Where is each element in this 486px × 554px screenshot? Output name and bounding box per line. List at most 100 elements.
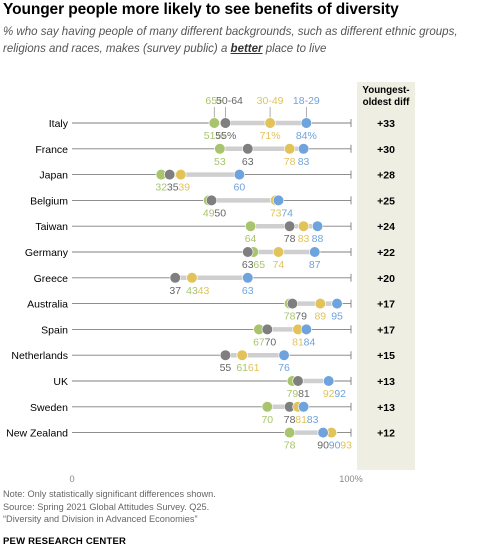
row-label-belgium: Belgium <box>30 195 68 207</box>
dot-age_30_49 <box>297 220 310 232</box>
value-label-age_18_29: 83 <box>298 156 310 168</box>
value-label-age_50_64: 78 <box>284 414 296 426</box>
dot-age_18_29 <box>242 272 254 284</box>
value-label-age_30_49: 61 <box>248 362 260 374</box>
value-label-age_65_plus: 70 <box>261 414 273 426</box>
value-label-age_50_64: 78 <box>284 233 296 245</box>
dot-age_18_29 <box>297 401 310 413</box>
diff-value: +13 <box>377 376 395 388</box>
diff-value: +25 <box>377 195 395 207</box>
value-label-age_65_plus: 43 <box>186 285 198 297</box>
value-label-age_30_49: 81 <box>292 336 304 348</box>
dot-age_50_64 <box>169 272 181 284</box>
x-tick-label-max: 100% <box>339 474 363 484</box>
value-label-age_30_49: 74 <box>273 259 285 271</box>
dot-age_65_plus <box>284 427 296 439</box>
subtitle-emphasis: better <box>230 43 263 55</box>
value-label-age_18_29: 92 <box>334 388 346 400</box>
subtitle-text: % who say having people of many differen… <box>3 26 458 55</box>
dot-age_30_49 <box>186 272 198 284</box>
diff-column-background <box>357 82 415 470</box>
note-text: Note: Only statistically significant dif… <box>3 489 216 499</box>
dot-age_65_plus <box>214 143 226 155</box>
dot-age_18_29 <box>233 169 245 181</box>
value-label-age_65_plus: 53 <box>214 156 226 168</box>
row-label-spain: Spain <box>41 324 68 336</box>
value-label-age_18_29: 84 <box>304 336 316 348</box>
row-label-germany: Germany <box>25 247 69 259</box>
dot-age_50_64 <box>219 349 232 361</box>
brand-footer: PEW RESEARCH CENTER <box>3 536 127 547</box>
value-label-age_50_64: 63 <box>242 156 254 168</box>
row-label-netherlands: Netherlands <box>11 350 68 362</box>
diff-value: +12 <box>377 428 395 440</box>
dot-age_30_49 <box>175 169 187 181</box>
dot-age_18_29 <box>297 143 310 155</box>
value-label-age_30_49: 78 <box>284 156 296 168</box>
row-label-sweden: Sweden <box>30 402 68 414</box>
x-tick-label-min: 0 <box>69 474 74 484</box>
dot-age_50_64 <box>292 375 304 387</box>
dot-age_30_49 <box>264 117 276 129</box>
diff-header-line1: Youngest- <box>362 85 409 96</box>
value-label-age_50_64: 63 <box>242 259 254 271</box>
diff-value: +15 <box>377 350 395 362</box>
value-label-age_30_49: 81 <box>295 414 307 426</box>
value-label-age_50_64: 55% <box>215 130 236 142</box>
report-title-text: “Diversity and Division in Advanced Econ… <box>3 514 198 524</box>
diff-value: +17 <box>377 324 395 336</box>
value-label-age_18_29: 83 <box>307 414 319 426</box>
diff-value: +20 <box>377 273 395 285</box>
row-label-australia: Australia <box>27 299 68 311</box>
diff-header-line2: oldest diff <box>363 97 411 108</box>
value-label-age_30_49: 43 <box>198 285 210 297</box>
dot-age_18_29 <box>323 375 335 387</box>
dot-age_50_64 <box>284 220 296 232</box>
dot-age_50_64 <box>242 143 254 155</box>
value-label-age_65_plus: 64 <box>245 233 257 245</box>
diff-value: +24 <box>377 221 395 233</box>
dot-age_50_64 <box>242 246 254 258</box>
value-label-age_30_49: 73 <box>270 207 282 219</box>
chart-title: Younger people more likely to see benefi… <box>3 1 399 18</box>
diff-value: +28 <box>377 170 395 182</box>
row-label-japan: Japan <box>39 170 68 182</box>
dot-age_18_29 <box>278 349 290 361</box>
dot-age_18_29 <box>300 323 312 336</box>
value-label-age_18_29: 84% <box>296 130 317 142</box>
dot-age_50_64 <box>205 194 218 206</box>
row-label-greece: Greece <box>34 273 69 285</box>
subtitle-text-end: place to live <box>262 43 327 55</box>
value-label-age_50_64: 55 <box>220 362 232 374</box>
dot-age_65_plus <box>244 220 257 232</box>
value-label-age_18_29: 74 <box>281 207 293 219</box>
legend-label-age_18_29: 18-29 <box>293 95 320 107</box>
value-label-age_50_64: 35 <box>167 182 179 194</box>
value-label-age_50_64: 50 <box>214 207 226 219</box>
dot-age_50_64 <box>261 323 273 336</box>
value-label-age_65_plus: 32 <box>155 182 167 194</box>
dot-age_30_49 <box>236 349 248 361</box>
value-label-age_50_64: 90 <box>317 440 329 452</box>
dot-age_18_29 <box>300 117 312 129</box>
value-label-age_50_64: 37 <box>169 285 181 297</box>
dot-age_18_29 <box>272 194 285 206</box>
diff-value: +33 <box>377 118 395 130</box>
value-label-age_65_plus: 51% <box>204 130 225 142</box>
dot-age_50_64 <box>286 298 299 310</box>
value-label-age_30_49: 92 <box>323 388 335 400</box>
chart-notes: Note: Only statistically significant dif… <box>3 488 216 526</box>
dot-age_50_64 <box>164 169 176 181</box>
dot-age_30_49 <box>272 246 285 258</box>
dot-age_30_49 <box>314 298 326 310</box>
dot-age_65_plus <box>261 401 273 413</box>
legend-label-age_30_49: 30-49 <box>257 95 284 107</box>
diff-value: +13 <box>377 402 395 414</box>
value-label-age_30_49: 39 <box>178 182 190 194</box>
dot-age_18_29 <box>309 246 321 258</box>
value-label-age_50_64: 81 <box>298 388 310 400</box>
value-label-age_65_plus: 79 <box>287 388 299 400</box>
value-label-age_18_29: 76 <box>278 362 290 374</box>
chart-subtitle: % who say having people of many differen… <box>3 24 479 58</box>
